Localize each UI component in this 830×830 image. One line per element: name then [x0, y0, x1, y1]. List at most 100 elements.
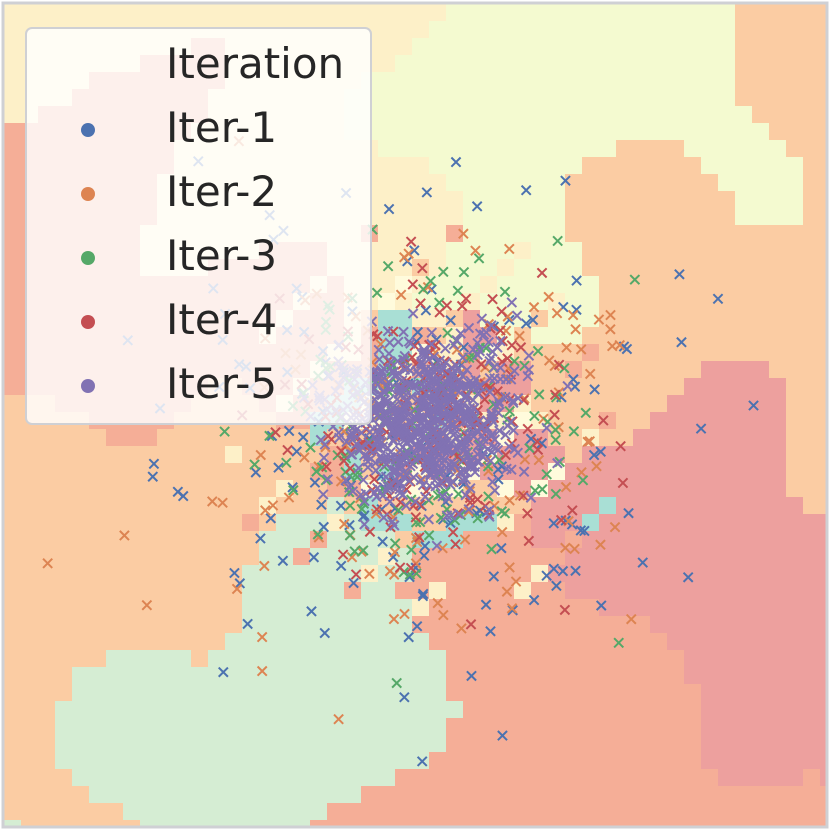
region-cell	[276, 497, 293, 514]
region-cell	[174, 531, 191, 548]
region-cell	[480, 21, 497, 38]
point-iter-5	[385, 383, 396, 394]
region-cell	[72, 565, 89, 582]
region-cell	[259, 599, 276, 616]
region-cell	[378, 242, 395, 259]
region-cell	[276, 684, 293, 701]
region-cell	[633, 514, 650, 531]
point-iter-1	[309, 477, 321, 488]
region-cell	[633, 684, 650, 701]
point-iter-3	[406, 544, 417, 556]
region-cell	[616, 378, 633, 395]
region-cell	[701, 106, 718, 123]
region-cell	[548, 106, 565, 123]
region-cell	[820, 72, 826, 89]
region-cell	[395, 72, 412, 89]
region-cell	[752, 820, 769, 826]
region-cell	[514, 72, 531, 89]
region-cell	[548, 599, 565, 616]
point-iter-5	[413, 369, 424, 380]
region-cell	[684, 701, 701, 718]
region-cell	[701, 446, 718, 463]
region-cell	[191, 446, 208, 463]
region-cell	[582, 667, 599, 684]
region-cell	[106, 667, 123, 684]
region-cell	[429, 106, 446, 123]
region-cell	[616, 582, 633, 599]
region-cell	[531, 242, 548, 259]
region-cell	[361, 769, 378, 786]
region-cell	[786, 310, 803, 327]
region-cell	[4, 191, 21, 208]
point-iter-2	[510, 576, 522, 587]
region-cell	[344, 599, 361, 616]
region-cell	[497, 208, 514, 225]
region-cell	[106, 497, 123, 514]
region-cell	[276, 4, 293, 21]
region-cell	[735, 293, 752, 310]
region-cell	[820, 497, 826, 514]
region-cell	[242, 480, 259, 497]
region-cell	[157, 429, 174, 446]
region-cell	[582, 293, 599, 310]
region-cell	[123, 446, 140, 463]
point-iter-5	[462, 430, 473, 441]
region-cell	[514, 123, 531, 140]
point-iter-5	[435, 477, 447, 489]
region-cell	[786, 633, 803, 650]
region-cell	[820, 344, 826, 361]
region-cell	[497, 769, 514, 786]
region-cell	[480, 667, 497, 684]
region-cell	[4, 718, 21, 735]
region-cell	[259, 480, 276, 497]
region-cell	[157, 667, 174, 684]
point-iter-1	[674, 268, 685, 280]
point-iter-5	[494, 425, 505, 437]
region-cell	[446, 55, 463, 72]
region-cell	[752, 259, 769, 276]
point-iter-4	[549, 389, 561, 401]
point-iter-5	[485, 455, 496, 467]
region-cell	[72, 548, 89, 565]
region-cell	[820, 548, 826, 565]
region-cell	[38, 769, 55, 786]
region-cell	[531, 174, 548, 191]
region-cell	[786, 174, 803, 191]
region-cell	[225, 650, 242, 667]
region-cell	[650, 123, 667, 140]
region-cell	[412, 208, 429, 225]
region-cell	[565, 344, 582, 361]
point-iter-5	[363, 437, 374, 448]
region-cell	[616, 21, 633, 38]
region-cell	[548, 684, 565, 701]
region-cell	[718, 480, 735, 497]
region-cell	[735, 412, 752, 429]
point-iter-2	[503, 243, 515, 255]
region-cell	[820, 701, 826, 718]
region-cell	[684, 191, 701, 208]
region-cell	[514, 55, 531, 72]
point-iter-2	[432, 597, 444, 609]
region-cell	[106, 701, 123, 718]
region-cell	[446, 174, 463, 191]
region-cell	[225, 548, 242, 565]
region-cell	[786, 72, 803, 89]
point-iter-1	[416, 756, 428, 767]
point-iter-3	[281, 457, 292, 469]
legend-label-iter-4: Iter-4	[166, 295, 277, 344]
region-cell	[565, 684, 582, 701]
region-cell	[650, 684, 667, 701]
region-cell	[582, 650, 599, 667]
region-cell	[191, 497, 208, 514]
region-cell	[497, 616, 514, 633]
region-cell	[191, 718, 208, 735]
region-cell	[310, 769, 327, 786]
region-cell	[293, 548, 310, 565]
region-cell	[497, 667, 514, 684]
region-cell	[21, 718, 38, 735]
region-cell	[514, 769, 531, 786]
region-cell	[395, 786, 412, 803]
region-cell	[412, 89, 429, 106]
region-cell	[225, 735, 242, 752]
region-cell	[412, 803, 429, 820]
